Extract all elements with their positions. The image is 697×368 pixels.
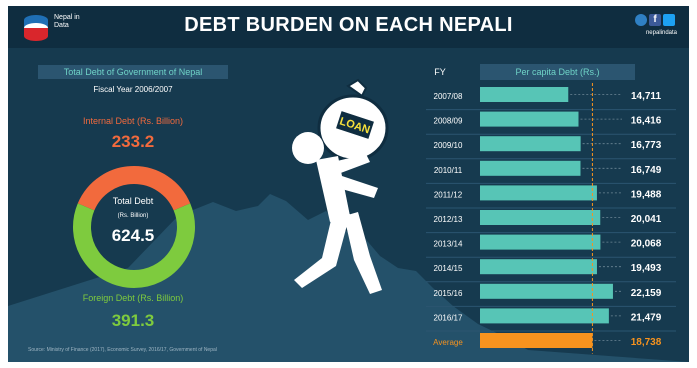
bar xyxy=(480,234,601,250)
facebook-icon[interactable]: f xyxy=(649,14,661,26)
debt-donut-chart xyxy=(73,166,195,288)
fy-tick-label: 2011/12 xyxy=(434,190,463,199)
fy-tick-label: 2007/08 xyxy=(434,92,463,101)
per-capita-header: Per capita Debt (Rs.) xyxy=(480,64,635,80)
fy-tick-label: Average xyxy=(433,338,463,347)
bar xyxy=(480,283,613,299)
social-handle: nepalindata xyxy=(645,30,677,36)
foreign-debt-label: Foreign Debt (Rs. Billion) xyxy=(82,293,184,303)
fy-tick-label: 2013/14 xyxy=(434,240,463,249)
internal-debt-label: Internal Debt (Rs. Billion) xyxy=(82,116,184,126)
data-label: 16,749 xyxy=(631,165,662,176)
fiscal-year: Fiscal Year 2006/2007 xyxy=(93,85,173,94)
average-bar xyxy=(480,333,593,348)
fy-axis-label: FY xyxy=(434,67,446,77)
fy-tick-label: 2014/15 xyxy=(434,264,463,273)
bar xyxy=(480,160,581,176)
fy-tick-label: 2012/13 xyxy=(434,215,463,224)
data-label: 20,068 xyxy=(631,239,662,250)
logo-icon xyxy=(24,15,48,41)
bar xyxy=(480,111,579,127)
fy-tick-label: 2010/11 xyxy=(434,166,463,175)
fy-tick-label: 2009/10 xyxy=(434,141,463,150)
bar xyxy=(480,136,581,152)
left-section-title: Total Debt of Government of Nepal xyxy=(38,65,228,79)
data-label: 16,416 xyxy=(631,116,662,127)
data-label: 19,493 xyxy=(631,263,662,274)
globe-icon[interactable] xyxy=(635,14,647,26)
donut-slice-internal xyxy=(77,166,191,211)
data-label: 19,488 xyxy=(631,189,662,200)
bar xyxy=(480,308,609,324)
total-debt-label: Total Debt xyxy=(112,196,154,206)
data-label: 18,738 xyxy=(631,337,662,348)
bar xyxy=(480,259,597,275)
source-note: Source: Ministry of Finance (2017), Econ… xyxy=(28,347,217,353)
nepal-in-data-logo: Nepal in Data xyxy=(22,12,102,44)
data-label: 20,041 xyxy=(631,214,662,225)
internal-debt-value: 233.2 xyxy=(111,132,155,151)
per-capita-debt-bar-chart: 2007/08 14,711 2008/09 16,416 2009/10 16,773 2… xyxy=(426,83,676,354)
bar xyxy=(480,210,601,225)
data-label: 14,711 xyxy=(631,91,661,102)
header-bar xyxy=(8,6,689,48)
person-carrying-loan-illustration: LOAN xyxy=(292,78,389,294)
infographic: Nepal in Data DEBT BURDEN ON EACH NEPALI… xyxy=(8,6,689,362)
fy-tick-label: 2016/17 xyxy=(434,313,463,322)
bar xyxy=(480,185,597,201)
twitter-icon[interactable] xyxy=(663,14,675,26)
social-links: f nepalindata xyxy=(617,12,677,42)
total-debt-value: 624.5 xyxy=(111,226,155,245)
donut-slice-foreign xyxy=(73,203,195,288)
data-label: 21,479 xyxy=(631,312,662,323)
data-label: 22,159 xyxy=(631,288,662,299)
page-title: DEBT BURDEN ON EACH NEPALI xyxy=(184,14,513,36)
logo-text: Nepal in Data xyxy=(54,14,80,29)
fy-tick-label: 2008/09 xyxy=(434,117,463,126)
foreign-debt-value: 391.3 xyxy=(111,311,155,330)
total-debt-unit: (Rs. Billion) xyxy=(117,213,149,219)
data-label: 16,773 xyxy=(631,140,662,151)
bar xyxy=(480,87,569,102)
fy-tick-label: 2015/16 xyxy=(434,289,463,298)
